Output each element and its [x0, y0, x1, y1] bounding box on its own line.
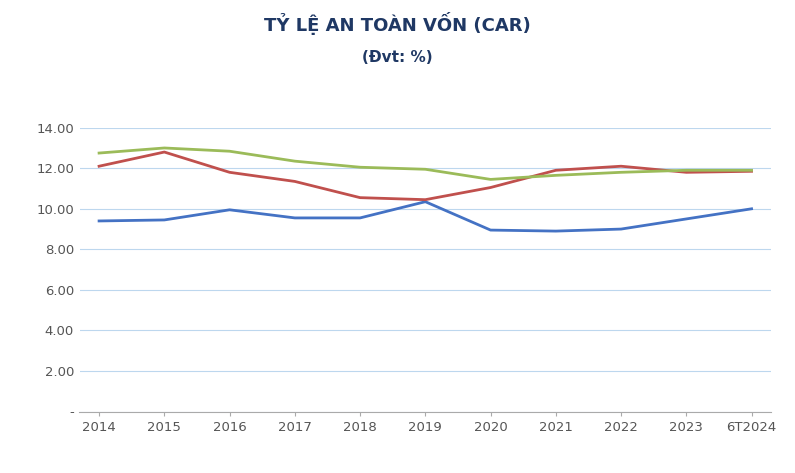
NHTM Cổ phần — [681, 169, 691, 175]
Toàn hệ thống — [616, 169, 626, 175]
Text: (Đvt: %): (Đvt: %) — [363, 50, 432, 65]
NHTM Cổ phần — [160, 149, 169, 155]
NHTM Cổ phần — [355, 195, 365, 201]
NHTM Cổ phần — [225, 169, 235, 175]
Toàn hệ thống — [747, 167, 756, 173]
NHTM Nhà nước — [681, 216, 691, 222]
Toàn hệ thống — [551, 173, 560, 178]
Toàn hệ thống — [160, 145, 169, 151]
NHTM Cổ phần — [290, 179, 300, 184]
Toàn hệ thống — [421, 166, 430, 172]
NHTM Nhà nước — [551, 228, 560, 234]
NHTM Nhà nước — [486, 227, 495, 233]
NHTM Nhà nước — [225, 207, 235, 213]
NHTM Nhà nước — [355, 215, 365, 221]
NHTM Cổ phần — [486, 184, 495, 190]
Toàn hệ thống — [681, 167, 691, 173]
NHTM Cổ phần — [421, 197, 430, 202]
Line: NHTM Nhà nước: NHTM Nhà nước — [99, 201, 751, 231]
NHTM Nhà nước — [160, 217, 169, 223]
Toàn hệ thống — [355, 165, 365, 170]
NHTM Cổ phần — [616, 163, 626, 169]
NHTM Nhà nước — [290, 215, 300, 221]
Toàn hệ thống — [290, 158, 300, 164]
Line: NHTM Cổ phần: NHTM Cổ phần — [99, 152, 751, 200]
Toàn hệ thống — [225, 149, 235, 154]
Toàn hệ thống — [95, 150, 104, 156]
Legend: NHTM Nhà nước, NHTM Cổ phần, Toàn hệ thống: NHTM Nhà nước, NHTM Cổ phần, Toàn hệ thố… — [192, 470, 658, 473]
Text: TỶ LỆ AN TOÀN VỐN (CAR): TỶ LỆ AN TOÀN VỐN (CAR) — [264, 12, 531, 35]
NHTM Nhà nước — [616, 226, 626, 232]
NHTM Nhà nước — [421, 199, 430, 204]
NHTM Cổ phần — [95, 163, 104, 169]
Line: Toàn hệ thống: Toàn hệ thống — [99, 148, 751, 179]
NHTM Nhà nước — [95, 218, 104, 224]
NHTM Nhà nước — [747, 206, 756, 211]
NHTM Cổ phần — [747, 168, 756, 174]
NHTM Cổ phần — [551, 167, 560, 173]
Toàn hệ thống — [486, 176, 495, 182]
